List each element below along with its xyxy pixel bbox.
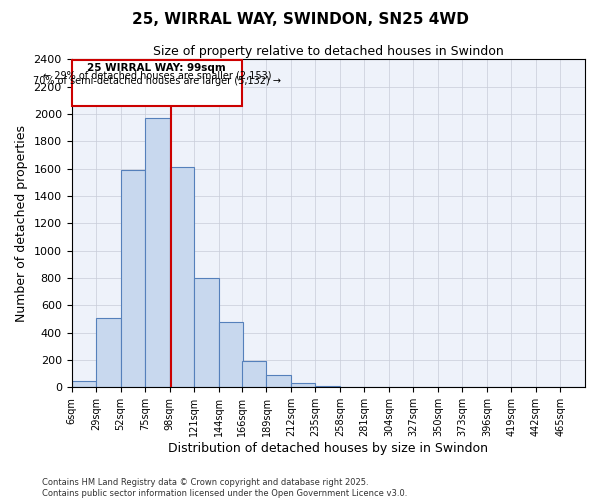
Bar [96,318,121,388]
Bar [71,380,96,388]
Bar [242,362,266,388]
Bar [340,386,364,388]
Bar [145,118,170,388]
Text: ← 29% of detached houses are smaller (2,153): ← 29% of detached houses are smaller (2,… [43,70,271,80]
Bar [121,170,145,388]
Bar [194,278,218,388]
Bar [218,322,243,388]
Bar [316,386,340,388]
Bar [170,167,194,388]
Text: 25 WIRRAL WAY: 99sqm: 25 WIRRAL WAY: 99sqm [88,62,226,72]
Y-axis label: Number of detached properties: Number of detached properties [15,125,28,322]
Text: 70% of semi-detached houses are larger (5,132) →: 70% of semi-detached houses are larger (… [33,76,281,86]
Text: 25, WIRRAL WAY, SWINDON, SN25 4WD: 25, WIRRAL WAY, SWINDON, SN25 4WD [131,12,469,28]
Title: Size of property relative to detached houses in Swindon: Size of property relative to detached ho… [153,45,503,58]
Bar [266,375,291,388]
X-axis label: Distribution of detached houses by size in Swindon: Distribution of detached houses by size … [168,442,488,455]
Text: Contains HM Land Registry data © Crown copyright and database right 2025.
Contai: Contains HM Land Registry data © Crown c… [42,478,407,498]
Bar [71,60,242,106]
Bar [291,382,316,388]
